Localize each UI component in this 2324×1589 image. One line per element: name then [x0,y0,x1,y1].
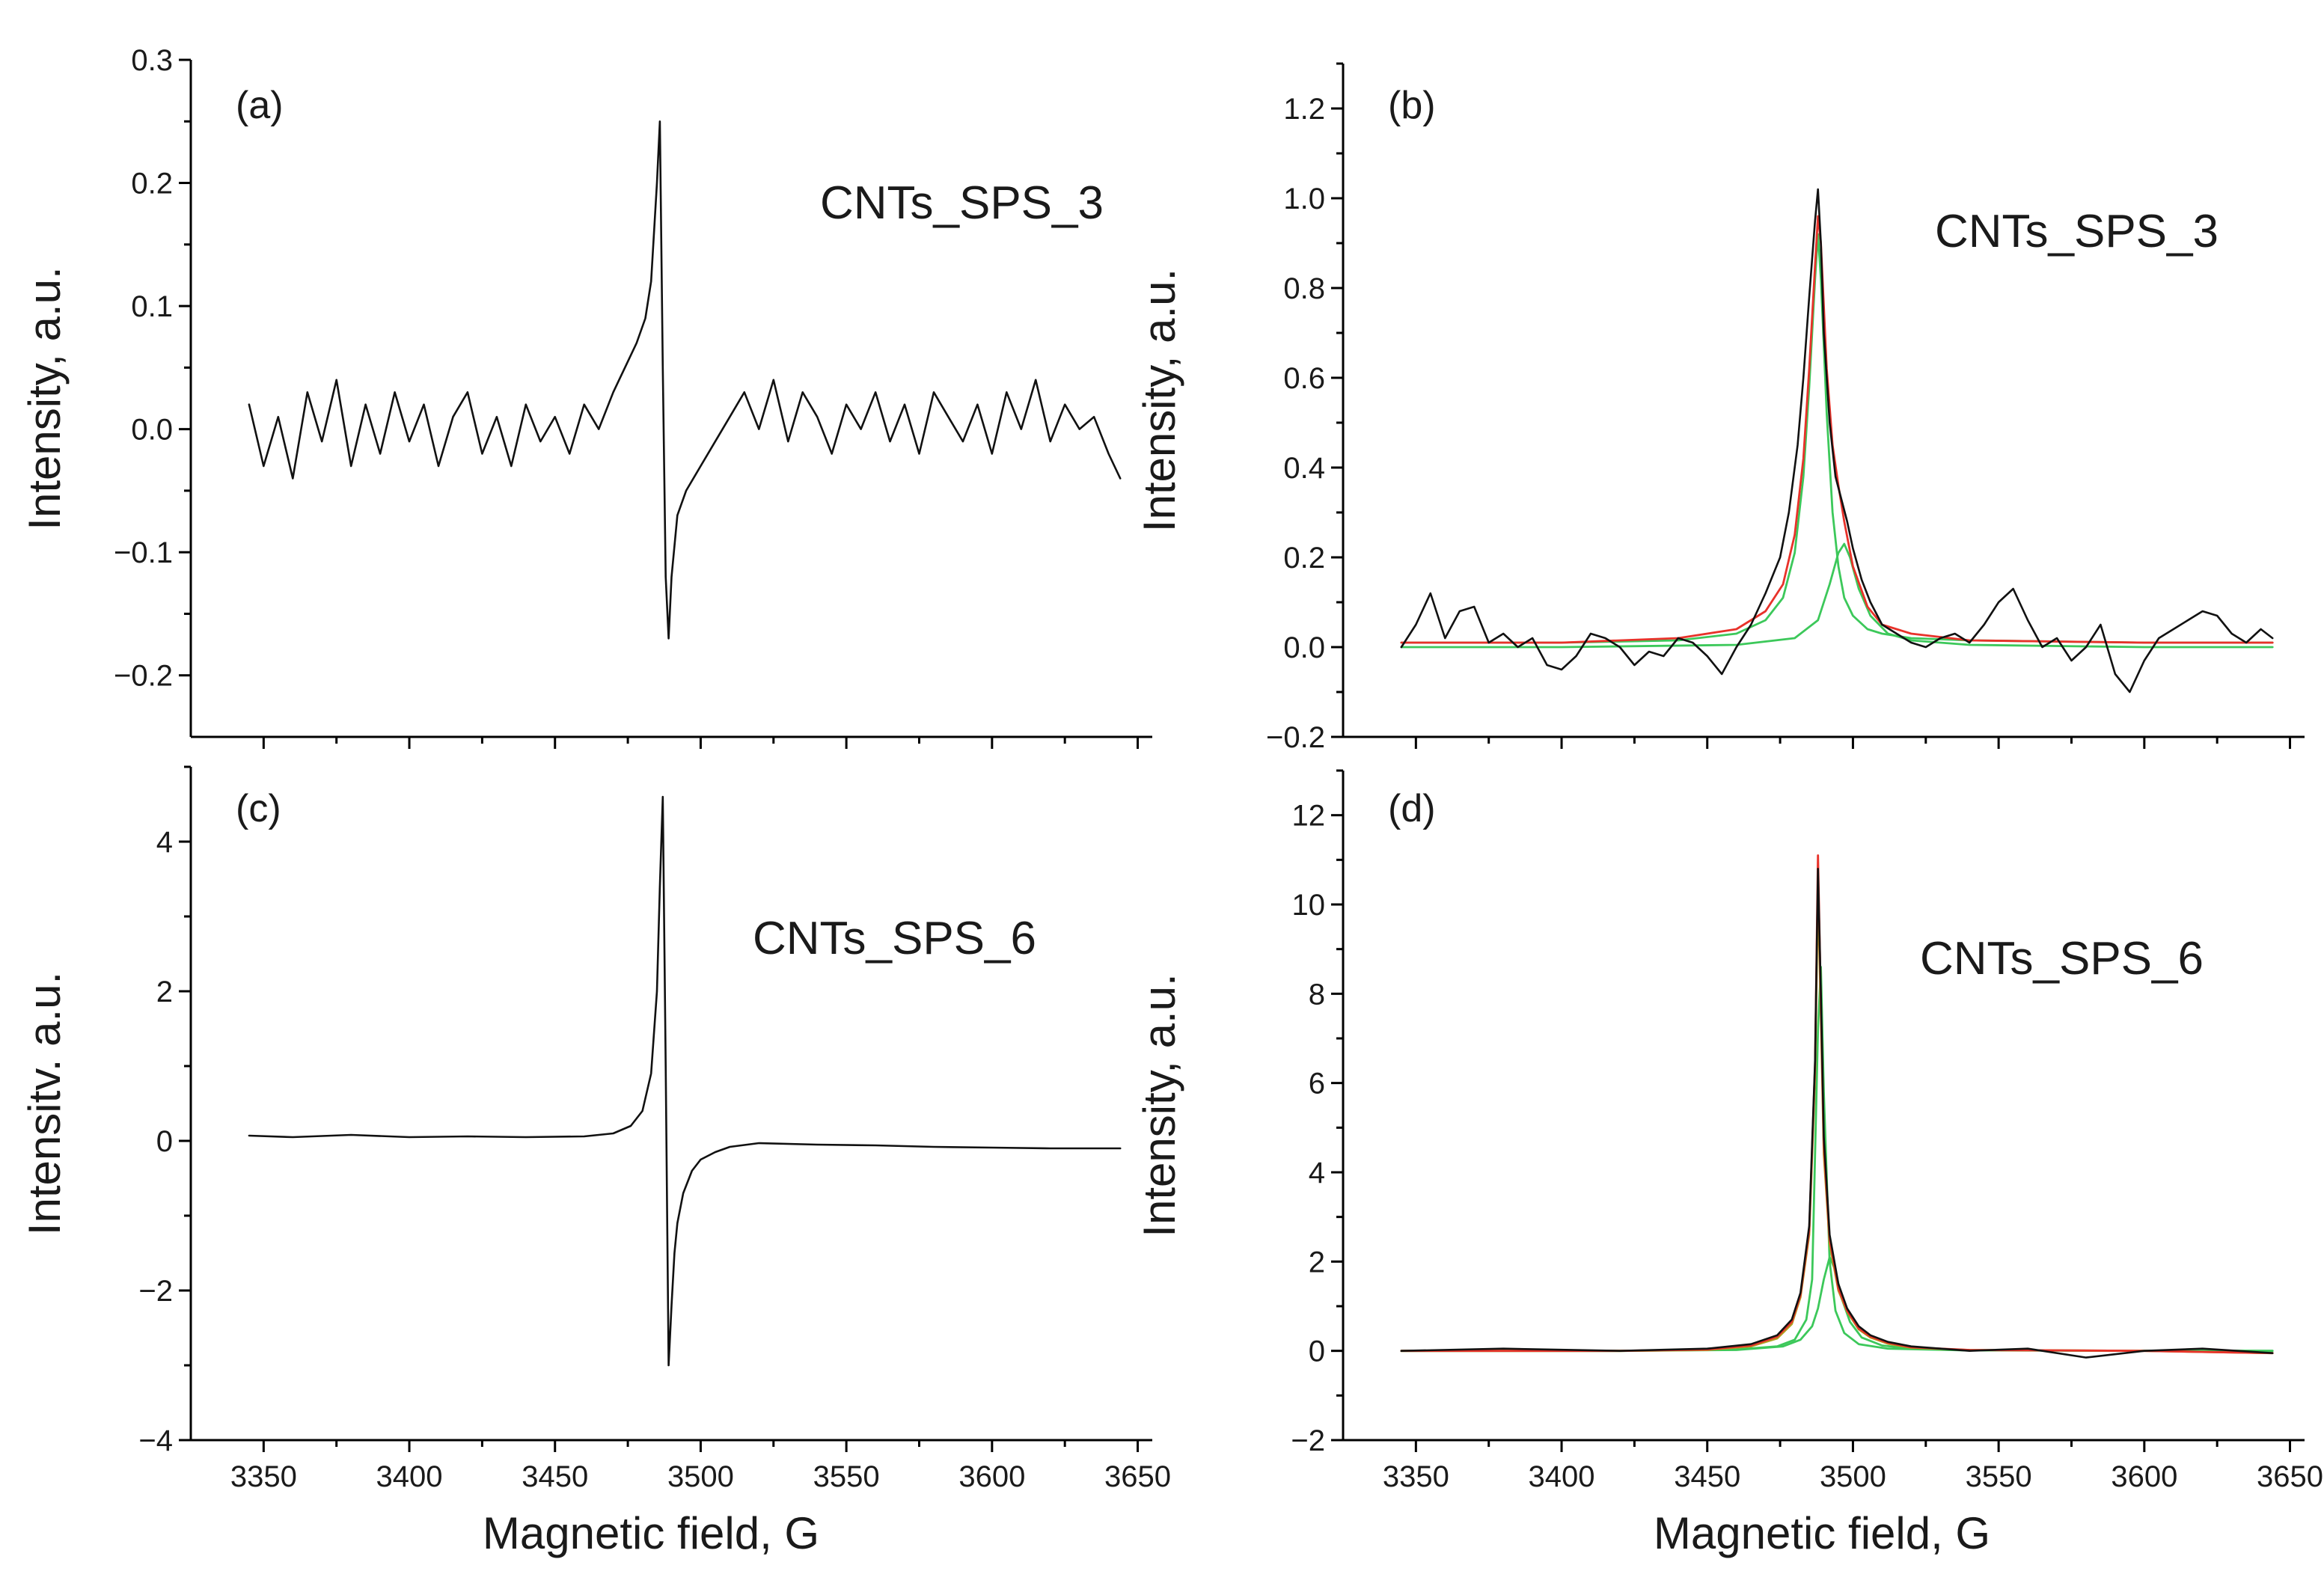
y-tick-label-c: −4 [138,1424,173,1457]
x-tick-label-d: 3400 [1529,1460,1595,1493]
x-tick-label-c: 3450 [522,1460,588,1493]
y-tick-label-a: 0.3 [131,44,173,77]
y-tick-label-b: 0.4 [1283,452,1325,485]
panel-label-d: (d) [1388,787,1436,830]
y-tick-label-d: 10 [1292,889,1326,922]
y-tick-label-b: 1.0 [1283,183,1325,215]
panel-label-c: (c) [236,787,281,830]
y-axis-title-a: Intensity, a.u. [19,266,70,530]
x-tick-label-c: 3500 [667,1460,734,1493]
y-axis-title-c: Intensitv. a.u. [19,972,70,1235]
x-tick-label-d: 3450 [1674,1460,1740,1493]
y-axis-title-b: Intensity, a.u. [1134,269,1184,532]
x-tick-label-c: 3350 [230,1460,297,1493]
sample-label-c: CNTs_SPS_6 [753,913,1036,964]
panel-label-a: (a) [236,84,284,127]
x-tick-label-c: 3600 [958,1460,1025,1493]
y-tick-label-b: 0.0 [1283,631,1325,664]
sample-label-a: CNTs_SPS_3 [820,177,1104,229]
x-tick-label-c: 3550 [813,1460,880,1493]
x-tick-label-c: 3650 [1104,1460,1171,1493]
x-tick-label-d: 3500 [1820,1460,1886,1493]
series-d-4 [1400,1256,2274,1353]
series-a-0 [248,120,1122,640]
x-tick-label-d: 3350 [1383,1460,1449,1493]
x-axis-title-d: Magnetic field, G [1654,1508,1990,1558]
y-tick-label-d: 8 [1309,978,1325,1011]
y-tick-label-a: −0.1 [114,536,173,569]
series-b-1 [1400,215,2274,644]
y-tick-label-c: 0 [156,1125,173,1158]
series-b-2 [1400,233,2274,644]
y-tick-label-b: 0.8 [1283,272,1325,305]
y-tick-label-b: 0.2 [1283,542,1325,575]
y-tick-label-a: 0.0 [131,414,173,447]
y-tick-label-c: 2 [156,976,173,1008]
x-tick-label-d: 3650 [2257,1460,2323,1493]
y-tick-label-d: 2 [1309,1246,1325,1279]
x-tick-label-d: 3600 [2111,1460,2177,1493]
y-tick-label-d: 0 [1309,1335,1325,1368]
panel-b: −0.2 0.0 0.2 0.4 0.6 0.8 1.0 1.2 Intensity, a.u.… [1134,62,2305,754]
y-tick-label-a: 0.1 [131,290,173,323]
y-tick-label-d: 6 [1309,1068,1325,1100]
panel-a: −0.2 −0.1 0.0 0.1 0.2 0.3 Intensity, a.u. (a) CN… [19,44,1152,749]
x-tick-label-d: 3550 [1966,1460,2032,1493]
panel-label-b: (b) [1388,84,1436,127]
series-b-3 [1400,542,2274,649]
y-tick-label-a: −0.2 [114,660,173,693]
y-tick-label-b: 1.2 [1283,93,1325,126]
y-tick-label-a: 0.2 [131,168,173,200]
y-tick-label-d: −2 [1291,1424,1325,1457]
y-tick-label-b: 0.6 [1283,362,1325,395]
series-c-0 [248,795,1122,1367]
y-tick-label-b: −0.2 [1266,721,1325,754]
x-axis-title-c: Magnetic field, G [483,1508,819,1558]
panel-c: −4 −2 0 2 4 3350 3400 3450 3500 3550 3600 3650 Inten… [19,765,1171,1493]
x-tick-label-c: 3400 [376,1460,443,1493]
y-tick-label-c: −2 [138,1275,173,1308]
y-tick-label-d: 4 [1309,1157,1325,1190]
y-tick-label-d: 12 [1292,800,1326,833]
series-d-3 [1400,966,2274,1353]
series-d-0 [1400,868,2274,1359]
y-tick-label-c: 4 [156,826,173,859]
panel-d: −2 0 2 4 6 8 10 12 3350 3400 3450 3500 3550 3600 3650 I… [1134,769,2323,1493]
sample-label-d: CNTs_SPS_6 [1920,933,2204,985]
sample-label-b: CNTs_SPS_3 [1935,206,2218,257]
y-axis-title-d: Intensity, a.u. [1134,973,1184,1237]
series-b-0 [1400,188,2274,694]
